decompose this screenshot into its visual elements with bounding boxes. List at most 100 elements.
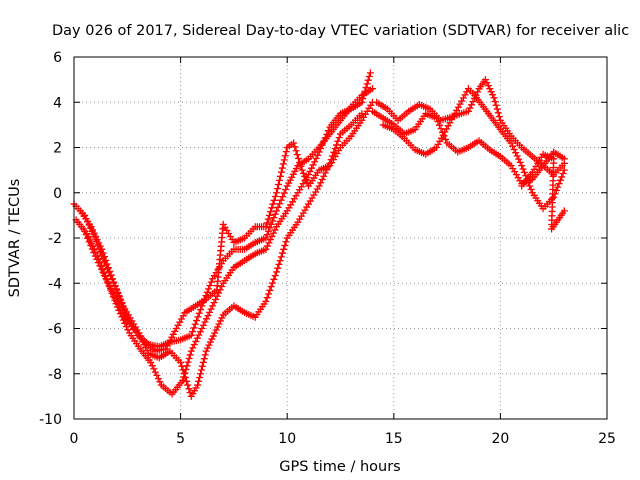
data-point bbox=[301, 172, 309, 180]
data-point bbox=[321, 134, 329, 142]
data-point bbox=[331, 145, 339, 153]
data-point bbox=[207, 278, 215, 286]
data-point bbox=[106, 267, 114, 275]
data-point bbox=[208, 335, 216, 343]
data-point bbox=[187, 331, 195, 339]
data-point bbox=[318, 141, 326, 149]
data-point bbox=[214, 323, 222, 331]
data-point bbox=[311, 158, 319, 166]
data-point bbox=[184, 358, 192, 366]
data-point bbox=[443, 125, 451, 133]
data-point bbox=[196, 370, 204, 378]
data-point bbox=[439, 131, 447, 139]
data-point bbox=[271, 226, 279, 234]
data-point bbox=[282, 238, 290, 246]
data-point bbox=[215, 320, 223, 328]
data-point bbox=[85, 238, 93, 246]
data-point bbox=[326, 159, 334, 167]
data-point bbox=[96, 242, 104, 250]
data-point bbox=[184, 381, 192, 389]
data-point bbox=[88, 245, 96, 253]
data-marks bbox=[70, 69, 568, 400]
data-point bbox=[198, 325, 206, 332]
data-point bbox=[364, 76, 372, 84]
data-point bbox=[281, 152, 289, 160]
data-point bbox=[550, 193, 558, 201]
data-point bbox=[317, 144, 325, 152]
data-point bbox=[181, 374, 189, 382]
data-point bbox=[321, 169, 329, 177]
data-point bbox=[150, 365, 158, 373]
data-point bbox=[110, 278, 118, 286]
data-point bbox=[554, 183, 562, 191]
data-point bbox=[442, 135, 450, 143]
data-point bbox=[147, 358, 155, 366]
data-point bbox=[199, 321, 207, 329]
plot-frame bbox=[73, 56, 608, 420]
data-point bbox=[268, 204, 276, 212]
data-point bbox=[494, 109, 502, 117]
data-point bbox=[510, 145, 518, 153]
data-point bbox=[205, 341, 213, 349]
data-point bbox=[99, 268, 107, 276]
data-point bbox=[206, 308, 214, 316]
data-point bbox=[474, 88, 482, 96]
data-point bbox=[82, 231, 90, 239]
data-point bbox=[204, 344, 212, 352]
data-point bbox=[451, 109, 459, 117]
data-point bbox=[199, 358, 207, 366]
data-point bbox=[265, 211, 273, 219]
y-tick-label: 6 bbox=[53, 50, 62, 66]
data-point bbox=[190, 324, 198, 332]
data-point bbox=[185, 354, 193, 362]
data-point bbox=[94, 259, 102, 267]
data-point bbox=[330, 148, 338, 156]
data-point bbox=[305, 171, 313, 179]
series-track-4 bbox=[81, 110, 366, 400]
data-point bbox=[278, 249, 286, 257]
data-point bbox=[202, 347, 210, 355]
data-point bbox=[262, 223, 270, 231]
data-point bbox=[262, 297, 270, 305]
data-point bbox=[323, 166, 331, 174]
data-point bbox=[108, 288, 116, 296]
data-point bbox=[95, 239, 103, 247]
data-point bbox=[274, 264, 282, 272]
data-point bbox=[280, 189, 288, 197]
data-point bbox=[490, 94, 498, 102]
data-point bbox=[270, 275, 278, 283]
data-point bbox=[454, 103, 462, 111]
y-tick-label: -8 bbox=[48, 367, 62, 383]
data-point bbox=[107, 284, 115, 292]
data-point bbox=[320, 137, 328, 145]
data-point bbox=[267, 283, 275, 291]
data-point bbox=[363, 80, 371, 88]
data-point bbox=[309, 161, 317, 169]
data-point bbox=[513, 152, 521, 160]
data-point bbox=[527, 185, 535, 193]
data-point bbox=[560, 159, 568, 167]
data-point bbox=[294, 154, 302, 162]
data-point bbox=[267, 208, 275, 216]
data-point bbox=[178, 362, 186, 370]
data-point bbox=[486, 85, 494, 93]
data-point bbox=[560, 166, 568, 174]
data-point bbox=[104, 264, 112, 272]
data-point bbox=[512, 149, 520, 157]
data-point bbox=[179, 366, 187, 374]
data-point bbox=[263, 294, 271, 302]
data-point bbox=[358, 98, 366, 106]
data-point bbox=[212, 326, 220, 334]
data-point bbox=[274, 185, 282, 193]
data-point bbox=[97, 265, 105, 273]
data-point bbox=[209, 302, 217, 310]
data-point bbox=[487, 88, 495, 96]
data-point bbox=[459, 94, 467, 102]
data-point bbox=[507, 139, 515, 147]
data-point bbox=[111, 282, 119, 290]
data-point bbox=[278, 164, 286, 172]
x-tick-label: 10 bbox=[278, 431, 296, 447]
data-point bbox=[509, 142, 517, 150]
data-point bbox=[274, 203, 282, 211]
data-point bbox=[99, 249, 107, 257]
